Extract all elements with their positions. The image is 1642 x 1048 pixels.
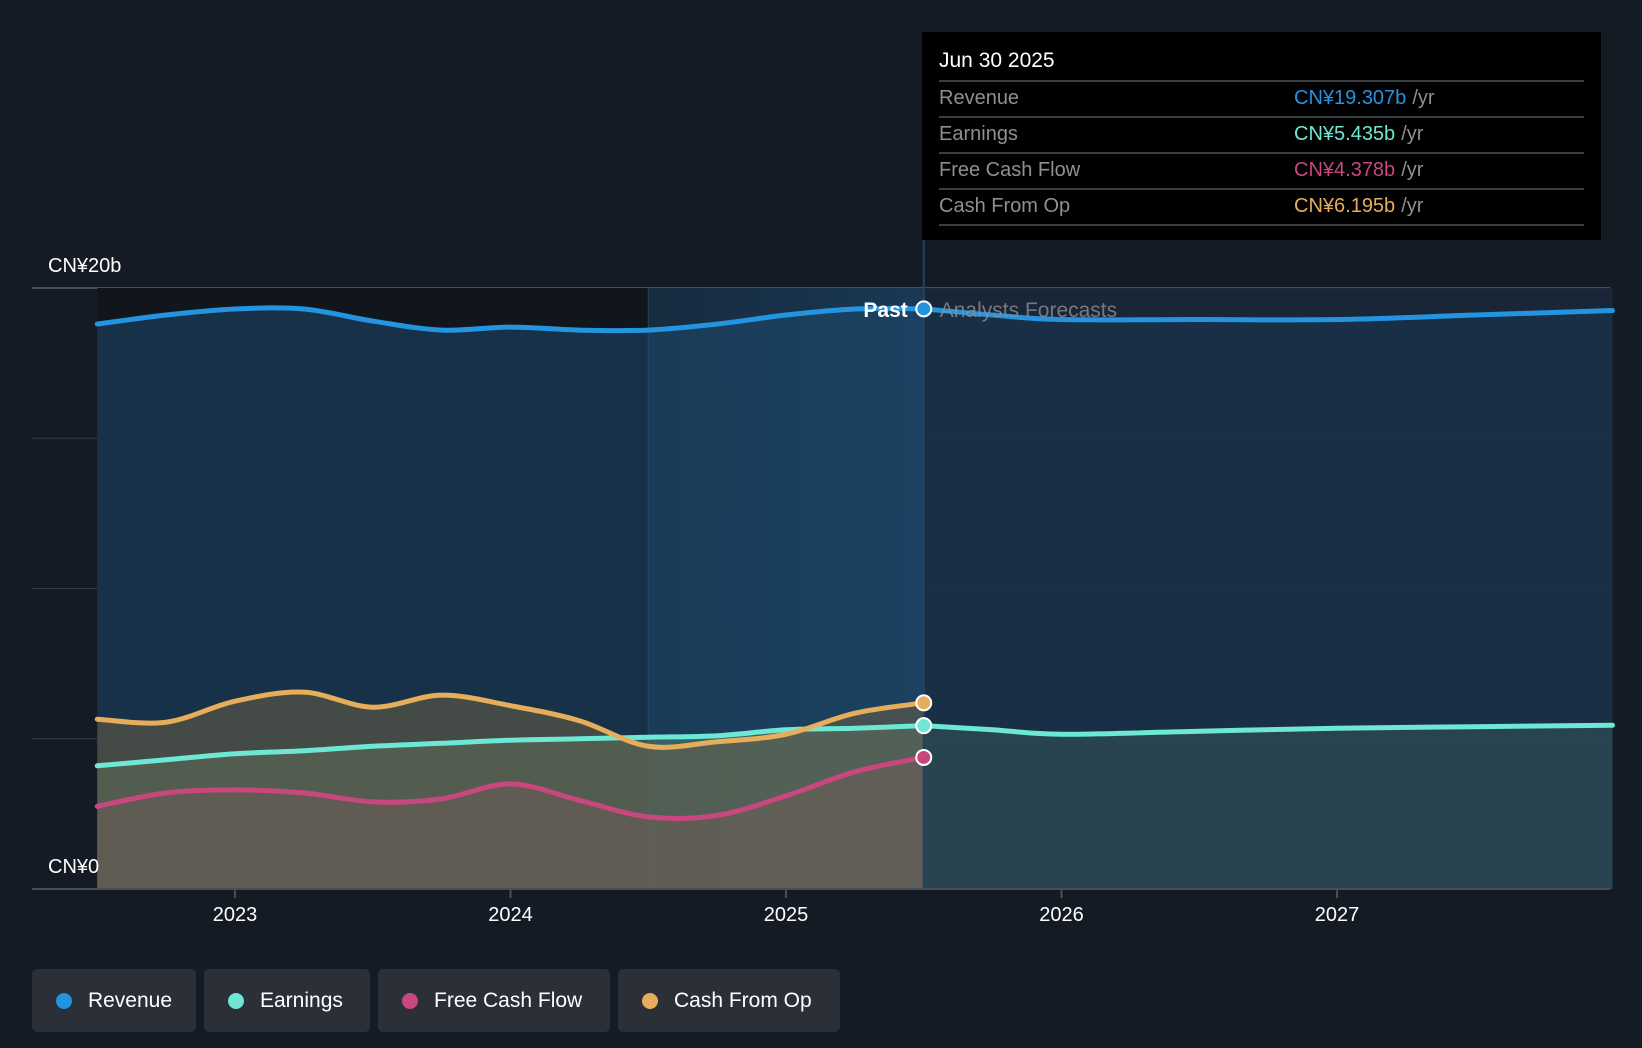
revenue-forecast-area — [923, 308, 1613, 889]
x-tick-label: 2025 — [764, 904, 809, 926]
series-areas — [97, 307, 1613, 889]
tooltip-row-cash-from-op: Cash From Op CN¥6.195b /yr — [939, 190, 1584, 226]
tooltip-row-free-cash-flow: Free Cash Flow CN¥4.378b /yr — [939, 154, 1584, 190]
tooltip-label: Cash From Op — [939, 195, 1071, 217]
free-cash-flow-dot-icon — [402, 992, 418, 1009]
cash-from-op-past-line — [94, 689, 927, 750]
legend-item-revenue[interactable]: Revenue — [32, 969, 196, 1032]
x-tick-label: 2027 — [1315, 904, 1360, 926]
legend-item-earnings[interactable]: Earnings — [204, 969, 370, 1032]
revenue-current-marker — [915, 300, 933, 318]
tooltip-label: Earnings — [939, 123, 1018, 145]
tooltip-value: CN¥6.195b — [1294, 195, 1396, 217]
y-tick-label-top: CN¥20b — [48, 255, 121, 277]
past-label: Past — [863, 299, 907, 322]
legend-item-free-cash-flow[interactable]: Free Cash Flow — [378, 969, 610, 1032]
cash-from-op-past-area — [97, 692, 924, 889]
tooltip-unit: /yr — [1412, 87, 1435, 109]
tooltip-unit: /yr — [1401, 123, 1424, 145]
cash-from-op-current-marker — [915, 694, 933, 712]
tooltip-date: Jun 30 2025 — [939, 46, 1584, 82]
legend-label: Free Cash Flow — [434, 988, 583, 1012]
tooltip-row-earnings: Earnings CN¥5.435b /yr — [939, 118, 1584, 154]
earnings-current-marker — [915, 717, 933, 735]
series-lines — [94, 240, 1615, 889]
tooltip-label: Free Cash Flow — [939, 159, 1081, 181]
tooltip-label: Revenue — [939, 87, 1020, 109]
earnings-forecast-area — [923, 725, 1613, 889]
x-tick-label: 2024 — [488, 904, 533, 926]
y-tick-label-bottom: CN¥0 — [48, 856, 99, 878]
earnings-forecast-line — [921, 722, 1615, 737]
tooltip: Jun 30 2025 Revenue CN¥19.307b /yr Earni… — [922, 32, 1601, 240]
tooltip-unit: /yr — [1401, 159, 1424, 181]
free-cash-flow-past-line — [94, 754, 927, 821]
legend-label: Cash From Op — [674, 988, 812, 1012]
current-markers — [915, 300, 933, 766]
forecast-region — [923, 288, 1613, 889]
revenue-forecast-line — [921, 306, 1615, 323]
legend-label: Earnings — [260, 988, 343, 1012]
legend-item-cash-from-op[interactable]: Cash From Op — [618, 969, 840, 1032]
revenue-dot-icon — [56, 992, 72, 1009]
tooltip-unit: /yr — [1401, 195, 1424, 217]
forecast-label: Analysts Forecasts — [940, 299, 1117, 322]
tooltip-value: CN¥4.378b — [1294, 159, 1396, 181]
legend-label: Revenue — [87, 988, 172, 1012]
revenue-past-line — [94, 305, 927, 334]
earnings-dot-icon — [228, 992, 244, 1009]
x-tick-label: 2026 — [1039, 904, 1084, 926]
tooltip-row-revenue: Revenue CN¥19.307b /yr — [939, 82, 1584, 118]
cash-from-op-dot-icon — [642, 992, 658, 1009]
x-tick-label: 2023 — [213, 904, 258, 926]
x-axis: 2023 2024 2025 2026 2027 — [32, 888, 1610, 926]
earnings-past-line — [94, 723, 927, 769]
tooltip-value: CN¥5.435b — [1294, 123, 1396, 145]
tooltip-value: CN¥19.307b — [1294, 87, 1407, 109]
free-cash-flow-current-marker — [915, 748, 933, 766]
legend: Revenue Earnings Free Cash Flow Cash Fro… — [32, 969, 840, 1032]
